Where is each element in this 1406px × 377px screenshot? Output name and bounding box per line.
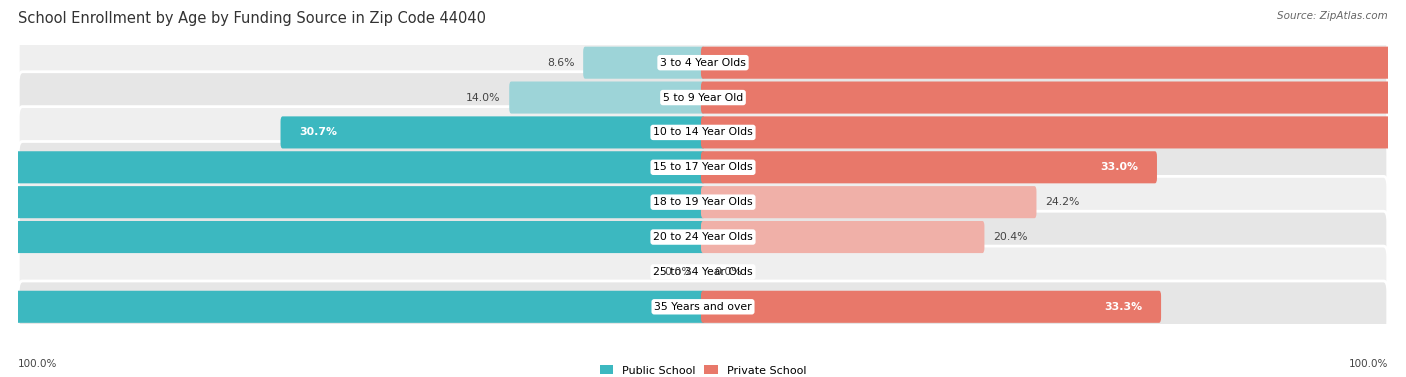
Text: 18 to 19 Year Olds: 18 to 19 Year Olds	[654, 197, 752, 207]
Text: School Enrollment by Age by Funding Source in Zip Code 44040: School Enrollment by Age by Funding Sour…	[18, 11, 486, 26]
Text: 5 to 9 Year Old: 5 to 9 Year Old	[662, 92, 744, 103]
FancyBboxPatch shape	[0, 151, 704, 183]
FancyBboxPatch shape	[18, 246, 1388, 298]
Legend: Public School, Private School: Public School, Private School	[595, 361, 811, 377]
Text: 25 to 34 Year Olds: 25 to 34 Year Olds	[654, 267, 752, 277]
FancyBboxPatch shape	[18, 141, 1388, 193]
Text: 100.0%: 100.0%	[18, 359, 58, 369]
Text: 0.0%: 0.0%	[664, 267, 692, 277]
Text: 10 to 14 Year Olds: 10 to 14 Year Olds	[654, 127, 752, 138]
FancyBboxPatch shape	[702, 116, 1406, 149]
Text: 30.7%: 30.7%	[299, 127, 337, 138]
Text: 3 to 4 Year Olds: 3 to 4 Year Olds	[659, 58, 747, 68]
Text: 15 to 17 Year Olds: 15 to 17 Year Olds	[654, 162, 752, 172]
Text: 100.0%: 100.0%	[1348, 359, 1388, 369]
Text: 8.6%: 8.6%	[547, 58, 574, 68]
FancyBboxPatch shape	[702, 151, 1157, 183]
FancyBboxPatch shape	[281, 116, 704, 149]
Text: 14.0%: 14.0%	[465, 92, 501, 103]
Text: 0.0%: 0.0%	[714, 267, 742, 277]
FancyBboxPatch shape	[702, 186, 1036, 218]
FancyBboxPatch shape	[0, 221, 704, 253]
Text: 33.3%: 33.3%	[1105, 302, 1143, 312]
FancyBboxPatch shape	[509, 81, 704, 113]
FancyBboxPatch shape	[18, 37, 1388, 89]
Text: 20.4%: 20.4%	[993, 232, 1028, 242]
FancyBboxPatch shape	[0, 291, 704, 323]
FancyBboxPatch shape	[702, 221, 984, 253]
FancyBboxPatch shape	[18, 107, 1388, 158]
Text: 33.0%: 33.0%	[1101, 162, 1139, 172]
FancyBboxPatch shape	[702, 81, 1406, 113]
FancyBboxPatch shape	[702, 47, 1406, 79]
FancyBboxPatch shape	[583, 47, 704, 79]
Text: Source: ZipAtlas.com: Source: ZipAtlas.com	[1277, 11, 1388, 21]
FancyBboxPatch shape	[18, 176, 1388, 228]
Text: 35 Years and over: 35 Years and over	[654, 302, 752, 312]
Text: 24.2%: 24.2%	[1046, 197, 1080, 207]
FancyBboxPatch shape	[702, 291, 1161, 323]
FancyBboxPatch shape	[18, 211, 1388, 263]
FancyBboxPatch shape	[18, 72, 1388, 123]
FancyBboxPatch shape	[18, 281, 1388, 333]
Text: 20 to 24 Year Olds: 20 to 24 Year Olds	[654, 232, 752, 242]
FancyBboxPatch shape	[0, 186, 704, 218]
